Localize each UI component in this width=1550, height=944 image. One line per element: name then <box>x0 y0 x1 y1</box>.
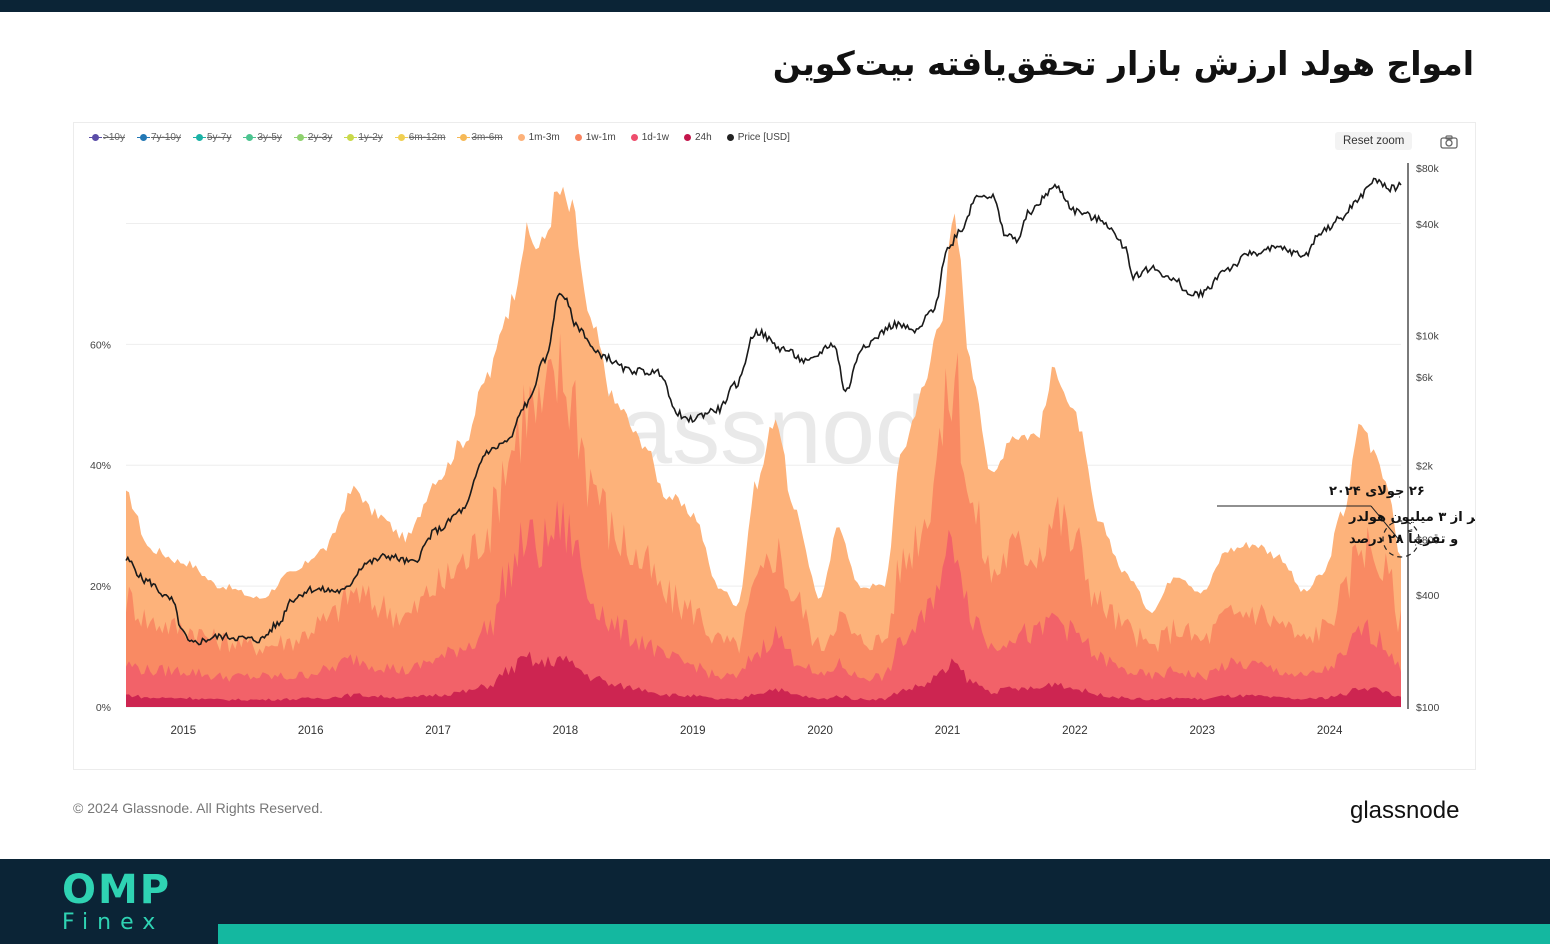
top-bar <box>0 0 1550 12</box>
legend-item-1m-3m[interactable]: 1m-3m <box>517 132 560 143</box>
legend-item-3m-6m[interactable]: 3m-6m <box>457 132 503 143</box>
legend-dot <box>89 134 102 141</box>
annotation-line1: کمتر از ۳ میلیون هولدر <box>1348 510 1475 525</box>
legend-item-3y-5y[interactable]: 3y-5y <box>243 132 282 143</box>
legend-item-7y-10y[interactable]: 7y-10y <box>136 132 181 143</box>
y-tick-right: $80k <box>1416 163 1440 175</box>
annotation-circle <box>1382 520 1420 558</box>
legend-label: 1d-1w <box>641 132 669 143</box>
omp-finex-logo: OMP Finex <box>62 868 171 934</box>
y-tick-right: $40k <box>1416 219 1440 231</box>
legend-label: 2y-3y <box>307 132 333 143</box>
chart-frame: >10y 7y-10y 5y-7y 3y-5y 2y-3y 1y-2y 6m-12m 3m-6… <box>73 122 1476 770</box>
y-tick-right: $6k <box>1416 372 1434 384</box>
y-tick-left: 20% <box>90 581 111 593</box>
x-tick: 2022 <box>1062 725 1088 737</box>
area-series-24h <box>126 651 1401 707</box>
footer-copyright: © 2024 Glassnode. All Rights Reserved. <box>73 800 324 816</box>
area-series-1w-1m <box>126 333 1401 707</box>
reset-zoom-button[interactable]: Reset zoom <box>1335 132 1413 150</box>
x-tick: 2018 <box>553 725 579 737</box>
y-tick-right: $2k <box>1416 460 1434 472</box>
x-tick: 2016 <box>298 725 324 737</box>
legend-label: 3y-5y <box>257 132 282 143</box>
legend-label: >10y <box>103 132 125 143</box>
legend-item--10y[interactable]: >10y <box>89 132 125 143</box>
legend-label: 6m-12m <box>408 132 446 143</box>
legend-dot <box>630 134 638 141</box>
legend-dot <box>243 134 257 141</box>
legend-dot <box>394 134 408 141</box>
y-tick-right: $800 <box>1416 534 1440 546</box>
annotation-date: ۲۶ جولای ۲۰۲۴ <box>1329 484 1425 499</box>
legend-dot <box>574 134 582 141</box>
x-tick: 2015 <box>171 725 197 737</box>
legend-label: 5y-7y <box>206 132 232 143</box>
annotation-line2: و تقریباً ۲۸ درصد <box>1349 529 1458 547</box>
legend-label: 7y-10y <box>150 132 181 143</box>
area-series-1d-1w <box>126 500 1401 707</box>
y-tick-right: $400 <box>1416 590 1440 602</box>
y-tick-right: $100 <box>1416 702 1440 714</box>
legend-dot <box>726 134 734 141</box>
glassnode-logo: glassnode <box>1350 797 1460 824</box>
hodl-waves-chart: glassnode0%20%40%60%$100$400$800$2k$6k$1… <box>90 163 1475 737</box>
legend-item-24h[interactable]: 24h <box>684 132 712 143</box>
page-title: امواج هولد ارزش بازار تحقق‌یافته بیت‌کوی… <box>772 44 1474 83</box>
legend-dot <box>293 134 307 141</box>
legend-label: 24h <box>695 132 712 143</box>
annotation-pointer <box>1370 505 1401 542</box>
legend-dot <box>344 134 358 141</box>
y-tick-right: $10k <box>1416 331 1440 343</box>
legend-item-1d-1w[interactable]: 1d-1w <box>630 132 669 143</box>
legend-label: Price [USD] <box>737 132 790 143</box>
y-tick-left: 0% <box>96 702 111 714</box>
x-tick: 2019 <box>680 725 706 737</box>
logo-finex-text: Finex <box>62 910 165 935</box>
green-strip <box>218 924 1550 944</box>
legend-item-6m-12m[interactable]: 6m-12m <box>394 132 446 143</box>
legend-dot <box>192 134 206 141</box>
x-tick: 2023 <box>1190 725 1216 737</box>
x-tick: 2024 <box>1317 725 1343 737</box>
chart-legend: >10y 7y-10y 5y-7y 3y-5y 2y-3y 1y-2y 6m-12m 3m-6… <box>89 132 805 143</box>
logo-omp-text: OMP <box>62 867 172 913</box>
legend-dot <box>136 134 150 141</box>
legend-dot <box>684 134 691 141</box>
legend-label: 1m-3m <box>528 132 560 143</box>
legend-item-2y-3y[interactable]: 2y-3y <box>293 132 333 143</box>
legend-label: 1w-1m <box>585 132 616 143</box>
x-tick: 2017 <box>425 725 451 737</box>
x-tick: 2020 <box>807 725 833 737</box>
legend-label: 3m-6m <box>471 132 503 143</box>
camera-icon[interactable] <box>1440 135 1458 149</box>
legend-label: 1y-2y <box>358 132 383 143</box>
legend-item-1w-1m[interactable]: 1w-1m <box>574 132 616 143</box>
price-line <box>125 177 1402 646</box>
legend-dot <box>517 134 525 141</box>
legend-item-5y-7y[interactable]: 5y-7y <box>192 132 232 143</box>
legend-dot <box>457 134 471 141</box>
legend-item-price-usd-[interactable]: Price [USD] <box>726 132 790 143</box>
legend-item-1y-2y[interactable]: 1y-2y <box>344 132 383 143</box>
x-tick: 2021 <box>935 725 961 737</box>
y-tick-left: 40% <box>90 460 111 472</box>
y-tick-left: 60% <box>90 339 111 351</box>
